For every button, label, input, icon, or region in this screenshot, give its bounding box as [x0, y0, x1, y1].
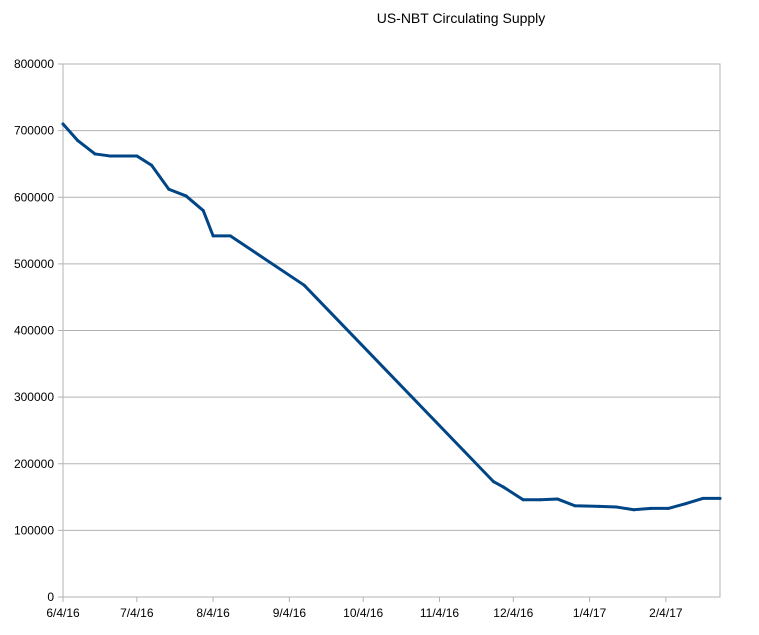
data-point	[556, 497, 560, 501]
y-tick-label: 100000	[14, 523, 54, 537]
data-point	[61, 122, 65, 126]
data-point	[135, 154, 139, 158]
x-tick-label: 1/4/17	[573, 606, 607, 620]
data-point	[150, 163, 154, 167]
data-point	[538, 498, 542, 502]
series-line	[61, 122, 722, 512]
data-point	[701, 496, 705, 500]
data-point	[632, 508, 636, 512]
y-tick-label: 600000	[14, 190, 54, 204]
data-point	[684, 502, 688, 506]
x-axis: 6/4/16 7/4/16 8/4/16 9/4/16 10/4/16 11/4/16 12…	[46, 597, 683, 620]
y-tick-label: 300000	[14, 390, 54, 404]
data-point	[521, 498, 525, 502]
x-tick-label: 7/4/16	[120, 606, 154, 620]
y-tick-label: 500000	[14, 257, 54, 271]
data-point	[573, 504, 577, 508]
x-tick-label: 10/4/16	[343, 606, 383, 620]
y-tick-label: 800000	[14, 57, 54, 71]
y-tick-label: 0	[47, 590, 54, 604]
data-point	[167, 187, 171, 191]
x-tick-label: 11/4/16	[420, 606, 459, 620]
y-axis: 0 100000 200000 300000 400000 500000 600000 700…	[14, 57, 63, 604]
data-point	[228, 234, 232, 238]
x-tick-label: 6/4/16	[46, 606, 80, 620]
data-point	[93, 152, 97, 156]
data-point	[76, 139, 80, 143]
y-tick-label: 400000	[14, 324, 54, 338]
grid	[63, 130, 720, 531]
data-point	[666, 506, 670, 510]
y-tick-label: 700000	[14, 124, 54, 138]
data-point	[201, 209, 205, 213]
data-point	[615, 505, 619, 509]
series-layer	[61, 122, 722, 512]
data-point	[718, 496, 722, 500]
chart-title: US-NBT Circulating Supply	[377, 10, 546, 26]
data-point	[302, 283, 306, 287]
data-point	[211, 234, 215, 238]
y-tick-label: 200000	[14, 457, 54, 471]
data-point	[597, 504, 601, 508]
data-point	[492, 480, 496, 484]
data-point	[649, 506, 653, 510]
x-tick-label: 8/4/16	[196, 606, 230, 620]
x-tick-label: 2/4/17	[649, 606, 683, 620]
x-tick-label: 12/4/16	[493, 606, 533, 620]
data-point	[108, 154, 112, 158]
x-tick-label: 9/4/16	[273, 606, 307, 620]
data-point	[501, 485, 505, 489]
data-point	[184, 194, 188, 198]
